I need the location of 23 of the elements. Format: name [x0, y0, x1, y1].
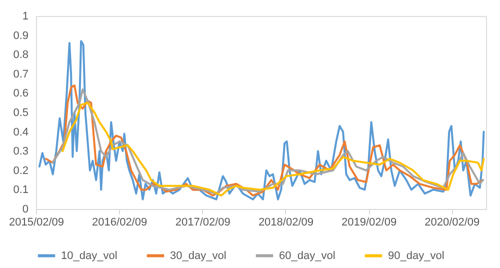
y-tick-label: 0.1	[13, 184, 28, 196]
y-tick-label: 0	[22, 204, 28, 216]
x-tick-label: 2016/02/09	[92, 216, 148, 228]
line-series	[38, 40, 485, 200]
y-tick-label: 0.6	[13, 88, 28, 100]
y-tick-label: 0.5	[13, 107, 28, 119]
y-tick-label: 1	[22, 10, 28, 22]
legend-label: 60_day_vol	[279, 250, 336, 262]
legend-label: 10_day_vol	[61, 250, 118, 262]
y-tick-label: 0.3	[13, 146, 28, 158]
y-tick-label: 0.7	[13, 68, 28, 80]
legend-label: 90_day_vol	[388, 250, 444, 262]
line-series	[62, 102, 485, 196]
x-tick-label: 2019/02/09	[342, 216, 397, 228]
y-tick-label: 0.8	[13, 49, 28, 62]
y-tick-label: 0.4	[13, 126, 28, 138]
x-tick-label: 2018/02/09	[258, 216, 314, 228]
legend-label: 30_day_vol	[170, 250, 226, 262]
x-tick-label: 2017/02/09	[175, 216, 230, 228]
x-tick-label: 2015/02/09	[8, 216, 64, 228]
y-tick-label: 0.9	[13, 30, 28, 42]
y-tick-label: 0.2	[13, 164, 28, 177]
x-tick-label: 2020/02/09	[424, 216, 480, 228]
